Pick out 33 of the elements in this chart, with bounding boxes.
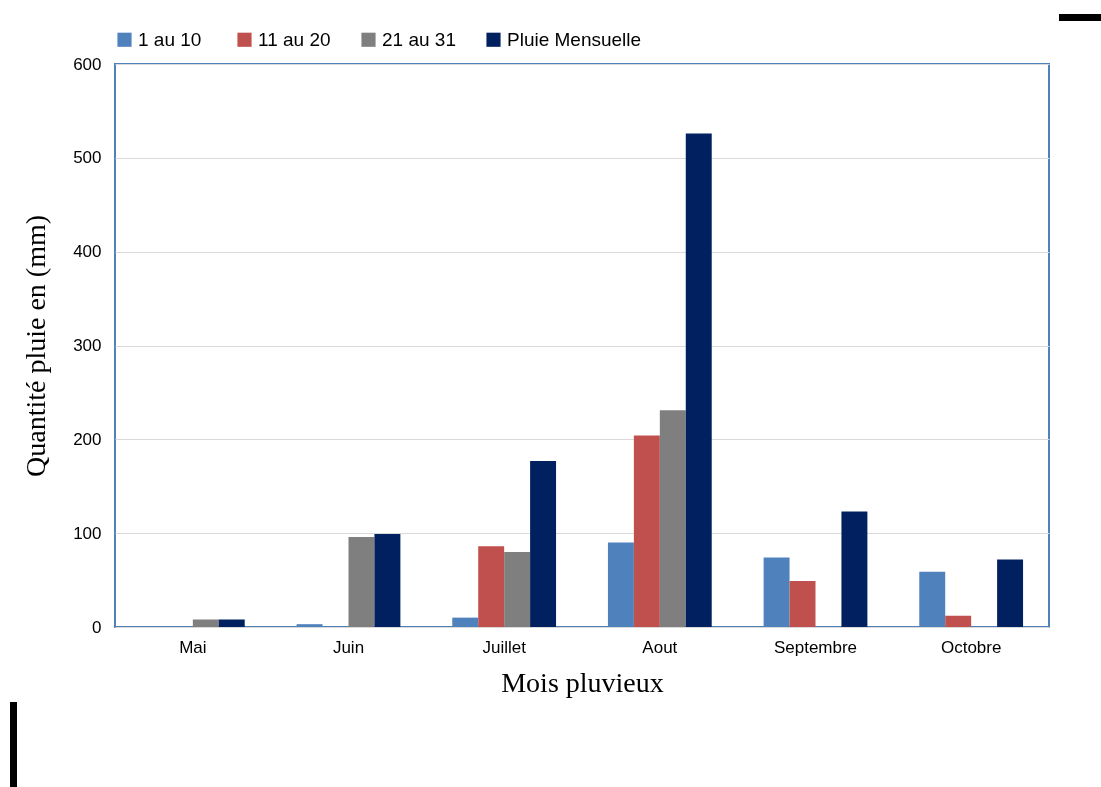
y-axis-title: Quantité pluie en (mm): [20, 214, 52, 478]
bar: [659, 410, 686, 627]
y-tick-label: 500: [73, 148, 102, 168]
x-tick-label: Septembre: [773, 637, 858, 657]
x-tick-label: Octobre: [940, 637, 1002, 657]
bar: [218, 619, 245, 627]
bar: [374, 534, 401, 627]
legend-label: Pluie Mensuelle: [507, 28, 642, 50]
x-tick-label: Juillet: [482, 637, 527, 657]
bar: [997, 559, 1024, 627]
bar: [945, 615, 972, 627]
bar: [685, 133, 712, 627]
y-tick-label: 400: [73, 242, 102, 262]
y-tick-label: 300: [73, 336, 102, 355]
bar: [633, 435, 660, 627]
bar: [478, 546, 505, 627]
y-tick-label: 600: [73, 54, 102, 74]
bar: [789, 581, 816, 627]
bar: [841, 511, 868, 627]
x-tick-label: Mai: [179, 637, 207, 657]
legend-label: 11 au 20: [258, 28, 331, 50]
y-tick-label: 0: [92, 617, 102, 637]
y-tick-label: 200: [73, 429, 102, 449]
legend-label: 1 au 10: [138, 28, 202, 50]
x-tick-label: Juin: [332, 637, 365, 657]
bar: [348, 536, 375, 627]
bar: [192, 619, 219, 627]
y-tick-label: 100: [73, 523, 102, 543]
legend-label: 21 au 31: [382, 28, 456, 50]
bar: [530, 460, 557, 627]
bar: [504, 551, 531, 627]
x-axis-title: Mois pluvieux: [501, 666, 664, 698]
x-tick-label: Aout: [642, 637, 678, 657]
